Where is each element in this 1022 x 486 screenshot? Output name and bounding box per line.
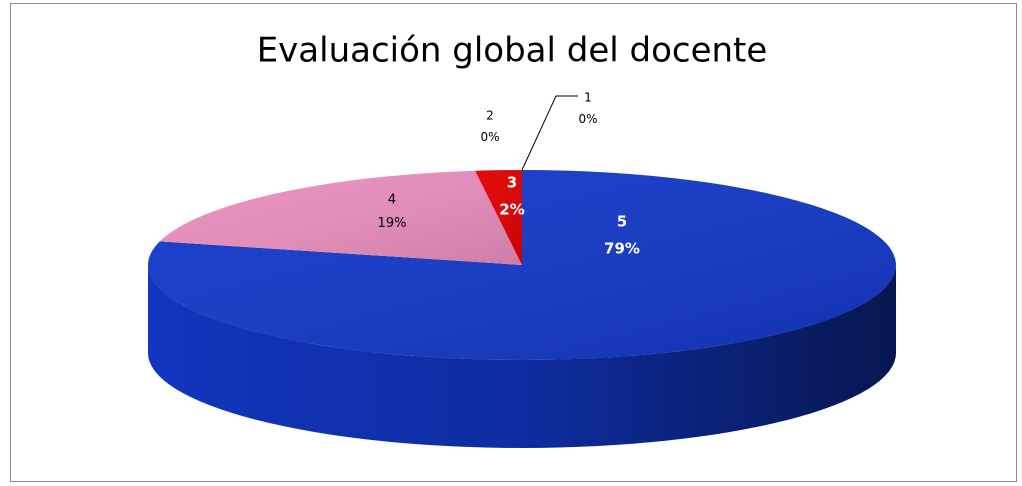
slice-label-name: 2: [486, 109, 494, 123]
slice-label-value: 0%: [578, 112, 597, 126]
slice-label-name: 1: [584, 91, 592, 105]
slice-label-name: 5: [617, 213, 627, 231]
labels: 5 79% 4 19% 3 2% 2 0% 1 0%: [378, 91, 640, 258]
pie-slice-shade: [475, 170, 522, 265]
slice-label-value: 0%: [480, 130, 499, 144]
slice-label-value: 79%: [604, 240, 640, 258]
slice-label-value: 19%: [378, 216, 407, 231]
pie-slice-shade: [148, 170, 897, 360]
pie-side-shade: [148, 265, 896, 448]
chart-title: Evaluación global del docente: [257, 31, 768, 71]
pie-slice-shade: [159, 170, 523, 265]
slice-label-name: 4: [388, 193, 396, 208]
pie: [148, 170, 897, 448]
leader-line: [521, 95, 578, 171]
slice-label-value: 2%: [499, 201, 524, 219]
slice-label-name: 3: [507, 174, 517, 192]
